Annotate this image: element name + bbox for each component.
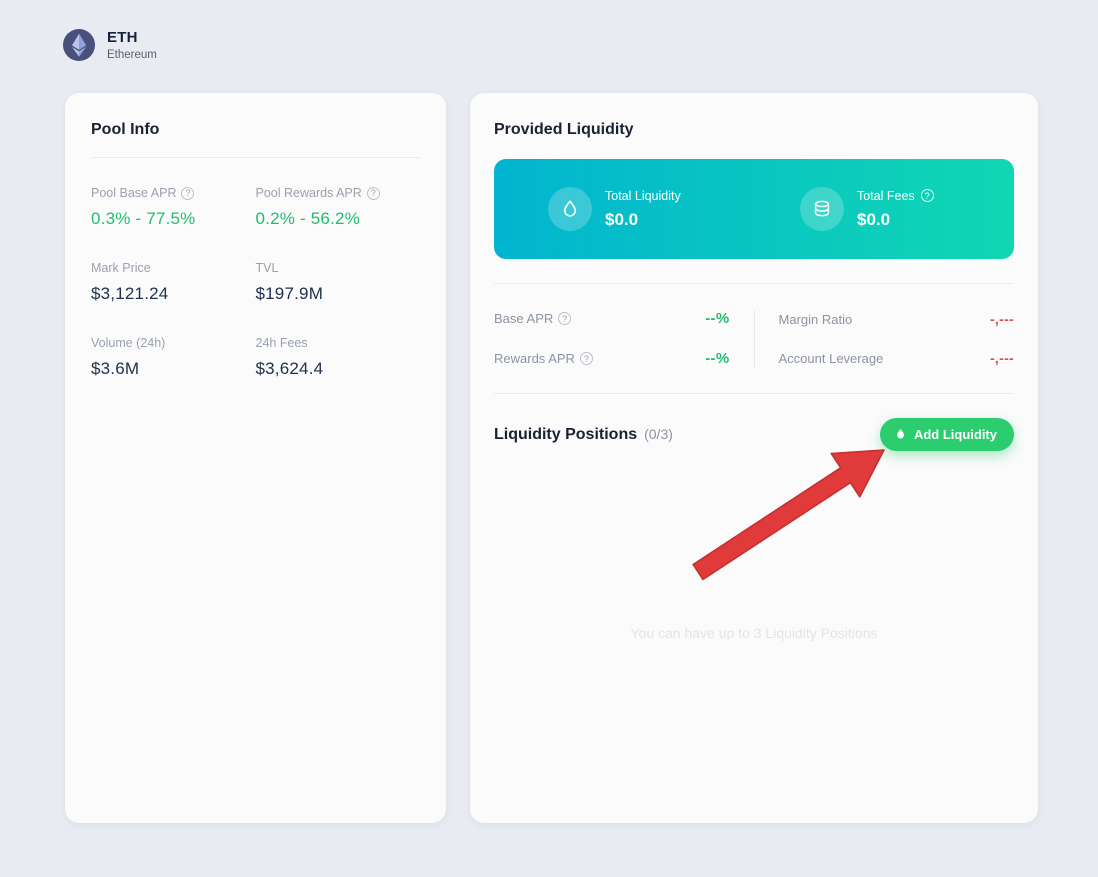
- pool-info-card: Pool Info Pool Base APR 0.3% - 77.5% Poo…: [65, 93, 446, 823]
- stat-pool-base-apr: Pool Base APR 0.3% - 77.5%: [91, 186, 256, 229]
- divider: [494, 283, 1014, 284]
- positions-count: (0/3): [644, 425, 673, 442]
- info-icon[interactable]: [366, 186, 380, 200]
- provided-liquidity-card: Provided Liquidity Total Liquidity $0.0: [470, 93, 1038, 823]
- stat-24h-fees: 24h Fees $3,624.4: [256, 336, 421, 379]
- info-icon[interactable]: [920, 189, 934, 202]
- divider: [494, 393, 1014, 394]
- total-liquidity-stat: Total Liquidity $0.0: [494, 187, 762, 231]
- total-liquidity-value: $0.0: [605, 209, 639, 229]
- metric-account-leverage: Account Leverage -,---: [779, 350, 1015, 366]
- stat-label: Pool Rewards APR: [255, 186, 362, 200]
- metric-label: Account Leverage: [778, 350, 884, 366]
- divider: [91, 157, 420, 158]
- coins-icon: [800, 187, 844, 231]
- metric-label: Rewards APR: [494, 351, 575, 366]
- stat-value: 0.2% - 56.2%: [255, 209, 360, 228]
- droplet-icon: [548, 187, 592, 231]
- token-name: Ethereum: [107, 49, 157, 61]
- metric-label: Margin Ratio: [778, 311, 853, 327]
- stat-value: $197.9M: [255, 284, 324, 303]
- stat-value: $3.6M: [91, 359, 140, 378]
- stat-label: Pool Base APR: [91, 186, 177, 200]
- token-symbol: ETH: [107, 29, 138, 46]
- token-title-block: ETH Ethereum: [107, 29, 157, 61]
- metric-value: -,---: [989, 311, 1014, 327]
- positions-empty-hint: You can have up to 3 Liquidity Positions: [630, 625, 878, 641]
- stat-tvl: TVL $197.9M: [256, 261, 421, 304]
- stat-label: Volume (24h): [91, 336, 166, 350]
- liquidity-positions-header: Liquidity Positions (0/3) Add Liquidity: [494, 418, 1014, 451]
- droplet-icon: [894, 428, 907, 441]
- metric-value: -,---: [989, 350, 1014, 366]
- stat-value: $3,624.4: [255, 359, 324, 378]
- token-header: ETH Ethereum: [62, 28, 157, 62]
- total-fees-stat: Total Fees $0.0: [762, 187, 1014, 231]
- stat-label: TVL: [255, 261, 279, 275]
- metric-margin-ratio: Margin Ratio -,---: [779, 311, 1015, 327]
- stat-value: $3,121.24: [91, 284, 169, 303]
- provided-liquidity-title: Provided Liquidity: [494, 121, 634, 138]
- add-liquidity-label: Add Liquidity: [913, 427, 997, 442]
- add-liquidity-button[interactable]: Add Liquidity: [879, 418, 1014, 451]
- stat-label: Mark Price: [91, 261, 151, 275]
- metric-value: --%: [705, 310, 730, 327]
- metric-rewards-apr: Rewards APR --%: [494, 350, 730, 367]
- vertical-divider: [753, 310, 755, 367]
- metric-base-apr: Base APR --%: [494, 310, 730, 327]
- total-liquidity-label: Total Liquidity: [605, 188, 681, 203]
- metric-value: --%: [705, 350, 730, 367]
- stat-volume-24h: Volume (24h) $3.6M: [91, 336, 256, 379]
- metric-label: Base APR: [494, 311, 554, 326]
- total-fees-value: $0.0: [857, 209, 891, 229]
- liquidity-metrics: Base APR --% Rewards APR --% Margin Rati…: [494, 310, 1014, 367]
- pool-info-title: Pool Info: [91, 121, 160, 138]
- pool-info-stats-grid: Pool Base APR 0.3% - 77.5% Pool Rewards …: [91, 186, 420, 379]
- stat-mark-price: Mark Price $3,121.24: [91, 261, 256, 304]
- eth-token-icon: [62, 28, 96, 62]
- positions-title: Liquidity Positions: [494, 425, 638, 443]
- total-fees-label: Total Fees: [857, 188, 915, 203]
- stat-value: 0.3% - 77.5%: [91, 209, 196, 228]
- info-icon[interactable]: [558, 312, 572, 325]
- info-icon[interactable]: [181, 186, 195, 200]
- liquidity-summary-banner: Total Liquidity $0.0 Total Fees: [494, 159, 1014, 259]
- stat-label: 24h Fees: [255, 336, 308, 350]
- info-icon[interactable]: [579, 352, 593, 365]
- stat-pool-rewards-apr: Pool Rewards APR 0.2% - 56.2%: [256, 186, 421, 229]
